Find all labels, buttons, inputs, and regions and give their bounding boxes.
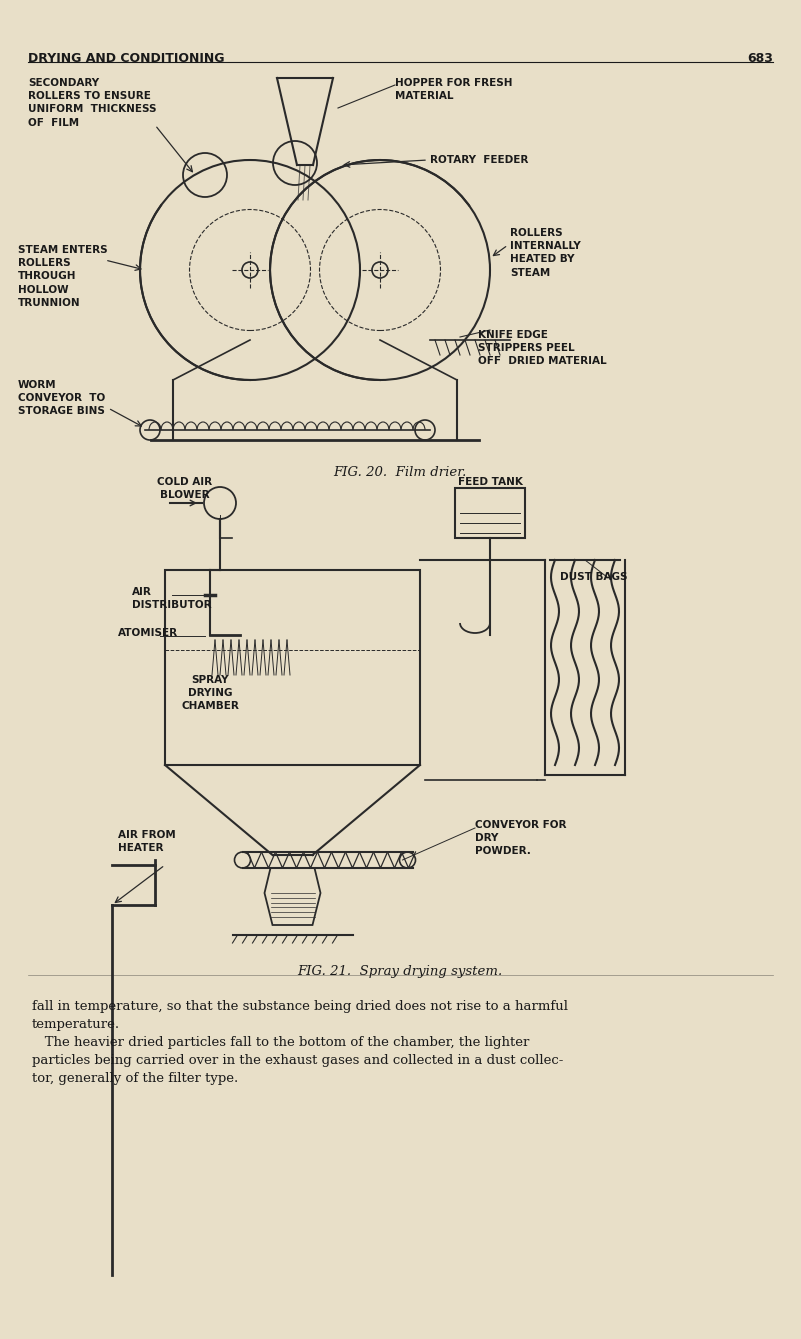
Text: DRYING AND CONDITIONING: DRYING AND CONDITIONING bbox=[28, 52, 224, 66]
Bar bbox=[455, 487, 525, 538]
Text: ROTARY  FEEDER: ROTARY FEEDER bbox=[430, 155, 529, 165]
Bar bbox=[165, 570, 420, 765]
Text: AIR FROM
HEATER: AIR FROM HEATER bbox=[118, 830, 175, 853]
Text: 683: 683 bbox=[747, 52, 773, 66]
Text: DUST BAGS: DUST BAGS bbox=[560, 572, 627, 582]
Text: ROLLERS
INTERNALLY
HEATED BY
STEAM: ROLLERS INTERNALLY HEATED BY STEAM bbox=[510, 228, 581, 277]
Text: SECONDARY
ROLLERS TO ENSURE
UNIFORM  THICKNESS
OF  FILM: SECONDARY ROLLERS TO ENSURE UNIFORM THIC… bbox=[28, 78, 156, 127]
Text: FIG. 21.  Spray drying system.: FIG. 21. Spray drying system. bbox=[297, 965, 502, 977]
Text: SPRAY
DRYING
CHAMBER: SPRAY DRYING CHAMBER bbox=[181, 675, 239, 711]
Circle shape bbox=[372, 262, 388, 279]
Text: STEAM ENTERS
ROLLERS
THROUGH
HOLLOW
TRUNNION: STEAM ENTERS ROLLERS THROUGH HOLLOW TRUN… bbox=[18, 245, 107, 308]
Text: FEED TANK: FEED TANK bbox=[457, 477, 522, 487]
Text: AIR
DISTRIBUTOR: AIR DISTRIBUTOR bbox=[132, 586, 211, 611]
Text: CONVEYOR FOR
DRY
POWDER.: CONVEYOR FOR DRY POWDER. bbox=[475, 819, 566, 857]
Text: ATOMISER: ATOMISER bbox=[118, 628, 178, 637]
Text: fall in temperature, so that the substance being dried does not rise to a harmfu: fall in temperature, so that the substan… bbox=[32, 1000, 568, 1085]
Text: FIG. 20.  Film drier.: FIG. 20. Film drier. bbox=[333, 466, 467, 479]
Text: WORM
CONVEYOR  TO
STORAGE BINS: WORM CONVEYOR TO STORAGE BINS bbox=[18, 380, 105, 416]
Text: HOPPER FOR FRESH
MATERIAL: HOPPER FOR FRESH MATERIAL bbox=[395, 78, 513, 102]
Text: KNIFE EDGE
STRIPPERS PEEL
OFF  DRIED MATERIAL: KNIFE EDGE STRIPPERS PEEL OFF DRIED MATE… bbox=[478, 329, 606, 367]
Text: COLD AIR
BLOWER: COLD AIR BLOWER bbox=[158, 477, 212, 501]
Circle shape bbox=[242, 262, 258, 279]
